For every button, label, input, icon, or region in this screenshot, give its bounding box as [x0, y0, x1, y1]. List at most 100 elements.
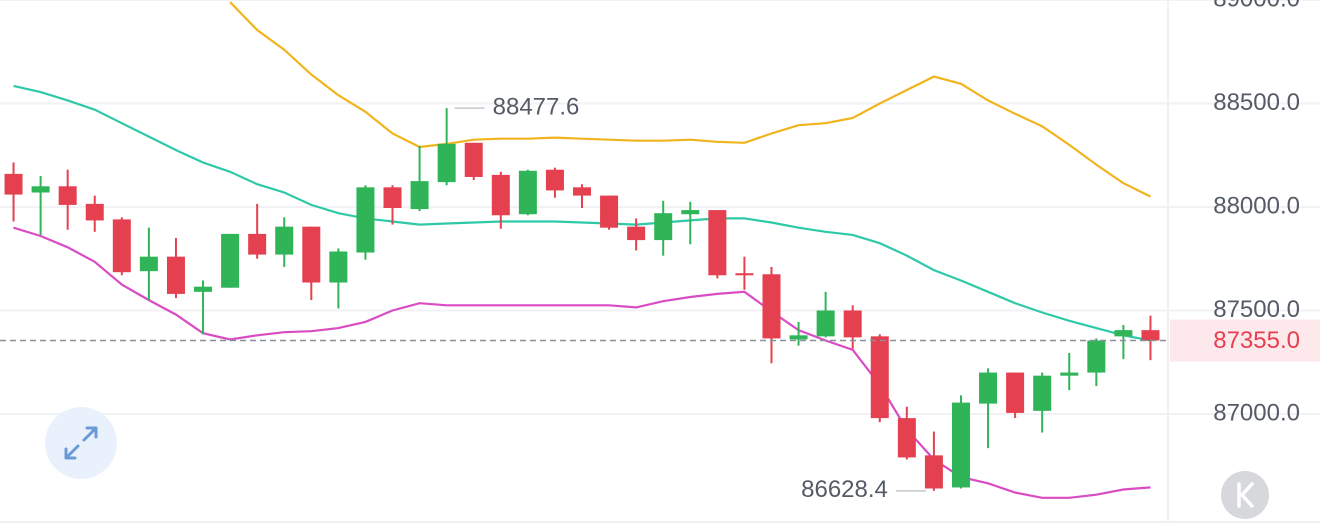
- y-tick-label: 87000.0: [1213, 399, 1300, 426]
- candle: [1114, 324, 1133, 360]
- candle-body: [329, 251, 348, 283]
- candle: [979, 368, 998, 449]
- candle-body: [4, 173, 23, 195]
- candle-body: [870, 336, 889, 419]
- candle-body: [708, 210, 727, 276]
- candle: [329, 248, 348, 309]
- candle: [464, 142, 483, 181]
- candle: [1141, 315, 1160, 361]
- candle-body: [410, 181, 429, 210]
- candle-body: [112, 219, 131, 273]
- candle-body: [600, 195, 619, 228]
- candle-body: [221, 233, 240, 288]
- candle-body: [383, 187, 402, 209]
- candle-body: [464, 142, 483, 177]
- candle-body: [85, 203, 104, 221]
- candle: [383, 185, 402, 225]
- candle: [194, 280, 213, 335]
- candle: [437, 108, 456, 186]
- candle: [1033, 372, 1052, 433]
- candle: [573, 184, 591, 209]
- min-label: 86628.4: [801, 476, 888, 503]
- candle: [708, 210, 727, 279]
- candle: [275, 217, 294, 268]
- candle-body: [139, 256, 158, 272]
- candle: [654, 200, 673, 256]
- candle: [1087, 338, 1106, 387]
- candle-body: [1060, 372, 1079, 376]
- candle: [139, 227, 158, 301]
- candle-body: [681, 210, 700, 215]
- candle-body: [979, 372, 998, 404]
- candle: [1006, 372, 1025, 419]
- y-tick-label: 88500.0: [1213, 89, 1300, 116]
- candle: [1060, 352, 1079, 391]
- max-label: 88477.6: [493, 93, 580, 120]
- candle-body: [248, 233, 267, 255]
- candle: [410, 145, 429, 212]
- candle-body: [31, 186, 50, 193]
- candle-body: [762, 274, 781, 339]
- candle-body: [573, 187, 591, 196]
- candle: [302, 226, 321, 301]
- plot: [0, 1, 1168, 499]
- y-tick-label: 87500.0: [1213, 296, 1300, 323]
- candle-body: [1033, 375, 1052, 411]
- candle-body: [627, 226, 646, 241]
- band-line: [13, 84, 1151, 342]
- candle-body: [194, 286, 213, 292]
- candle-body: [58, 186, 77, 205]
- candle-body: [1114, 330, 1133, 337]
- last-price-label: 87355.0: [1213, 327, 1300, 354]
- candle: [491, 171, 510, 229]
- candle: [4, 162, 23, 222]
- candle: [924, 431, 943, 491]
- candle: [843, 305, 862, 349]
- candle: [681, 201, 700, 245]
- candle-body: [437, 143, 456, 183]
- candle: [518, 169, 537, 216]
- candle: [735, 256, 754, 290]
- candle-body: [897, 418, 916, 458]
- labels: 87000.0 87500.0 88000.0 88500.0 89000.0 87355…: [454, 0, 1320, 503]
- candle: [870, 334, 889, 423]
- candle-body: [654, 213, 673, 241]
- candle-body: [816, 310, 835, 337]
- candle-body: [843, 310, 862, 338]
- candle: [58, 169, 77, 230]
- candle: [248, 203, 267, 259]
- back-button[interactable]: [1221, 471, 1269, 519]
- grid: [0, 0, 1320, 415]
- candle-body: [302, 226, 321, 283]
- band-line: [229, 1, 1151, 198]
- y-tick-label: 88000.0: [1213, 192, 1300, 219]
- candle: [166, 238, 185, 299]
- candle: [356, 185, 375, 260]
- candle: [789, 321, 808, 346]
- candle: [762, 267, 781, 364]
- candle: [627, 218, 646, 251]
- candle: [221, 233, 240, 288]
- candle-body: [1006, 372, 1025, 413]
- candle: [951, 395, 970, 489]
- candle: [112, 217, 131, 276]
- candle-body: [951, 402, 970, 488]
- candle-body: [735, 273, 754, 276]
- last-price-box: [1170, 319, 1320, 362]
- candle-body: [545, 169, 564, 191]
- y-tick-label: 89000.0: [1213, 0, 1300, 12]
- candle-body: [356, 187, 375, 253]
- candle: [85, 195, 104, 232]
- candle-body: [924, 455, 943, 489]
- candle: [31, 175, 50, 235]
- expand-button[interactable]: [45, 407, 117, 479]
- candle-body: [491, 174, 510, 216]
- candle-body: [1141, 330, 1160, 341]
- candle: [600, 195, 619, 230]
- candle-body: [275, 226, 294, 255]
- candle-body: [1087, 340, 1106, 373]
- candle: [897, 406, 916, 460]
- candle-body: [789, 335, 808, 340]
